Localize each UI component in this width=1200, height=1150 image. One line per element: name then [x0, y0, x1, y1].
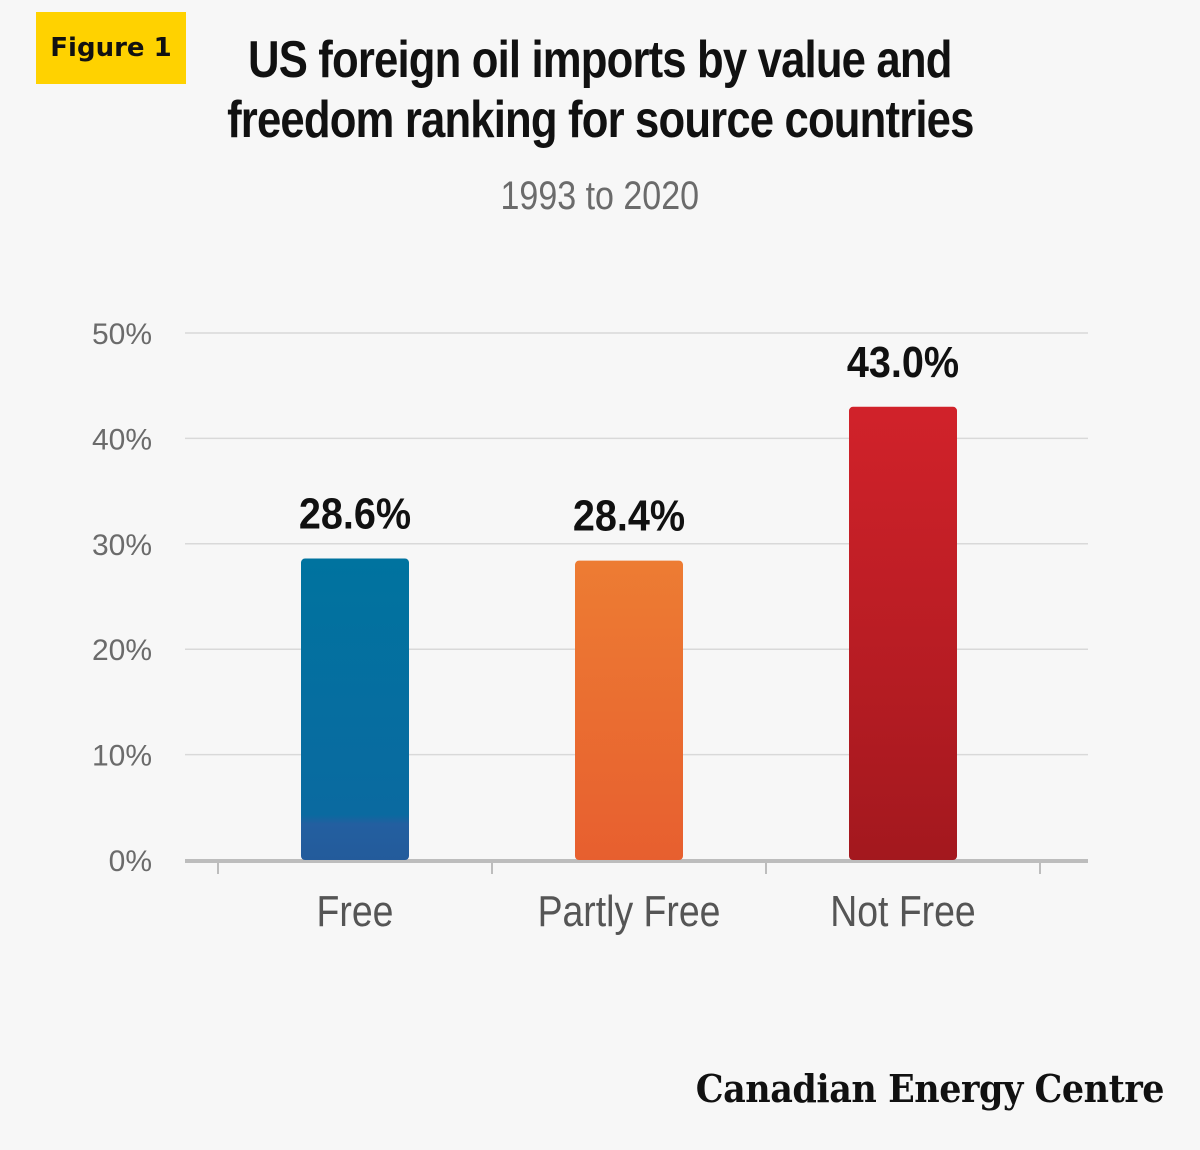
y-tick-label: 50% [92, 318, 152, 351]
x-category-label: Partly Free [538, 886, 721, 936]
y-tick-label: 0% [109, 845, 152, 878]
brand-logo: Canadian Energy Centre [695, 1066, 1165, 1111]
x-category-label: Not Free [830, 886, 975, 936]
chart-subtitle: 1993 to 2020 [500, 174, 700, 218]
x-category-label: Free [317, 886, 394, 936]
chart-title: US foreign oil imports by value and free… [150, 30, 1050, 150]
bar-value-label: 43.0% [847, 337, 959, 386]
chart-title-line1: US foreign oil imports by value and [248, 31, 952, 89]
bar-free [301, 558, 409, 860]
bar-not-free [849, 406, 957, 860]
y-tick-label: 10% [92, 740, 152, 773]
figure-badge: Figure 1 [36, 12, 186, 84]
bar-partly-free [575, 560, 683, 860]
y-tick-label: 40% [92, 423, 152, 456]
chart-title-line2: freedom ranking for source countries [226, 91, 974, 149]
bar-chart: 0% 10% 20% 30% 40% 50% 28.6% Free 28.4% Partly Fr… [92, 318, 1088, 936]
y-tick-label: 20% [92, 634, 152, 667]
bar-value-label: 28.6% [299, 489, 411, 538]
bar-value-label: 28.4% [573, 491, 685, 540]
figure-label: Figure 1 [50, 33, 172, 63]
y-tick-label: 30% [92, 529, 152, 562]
